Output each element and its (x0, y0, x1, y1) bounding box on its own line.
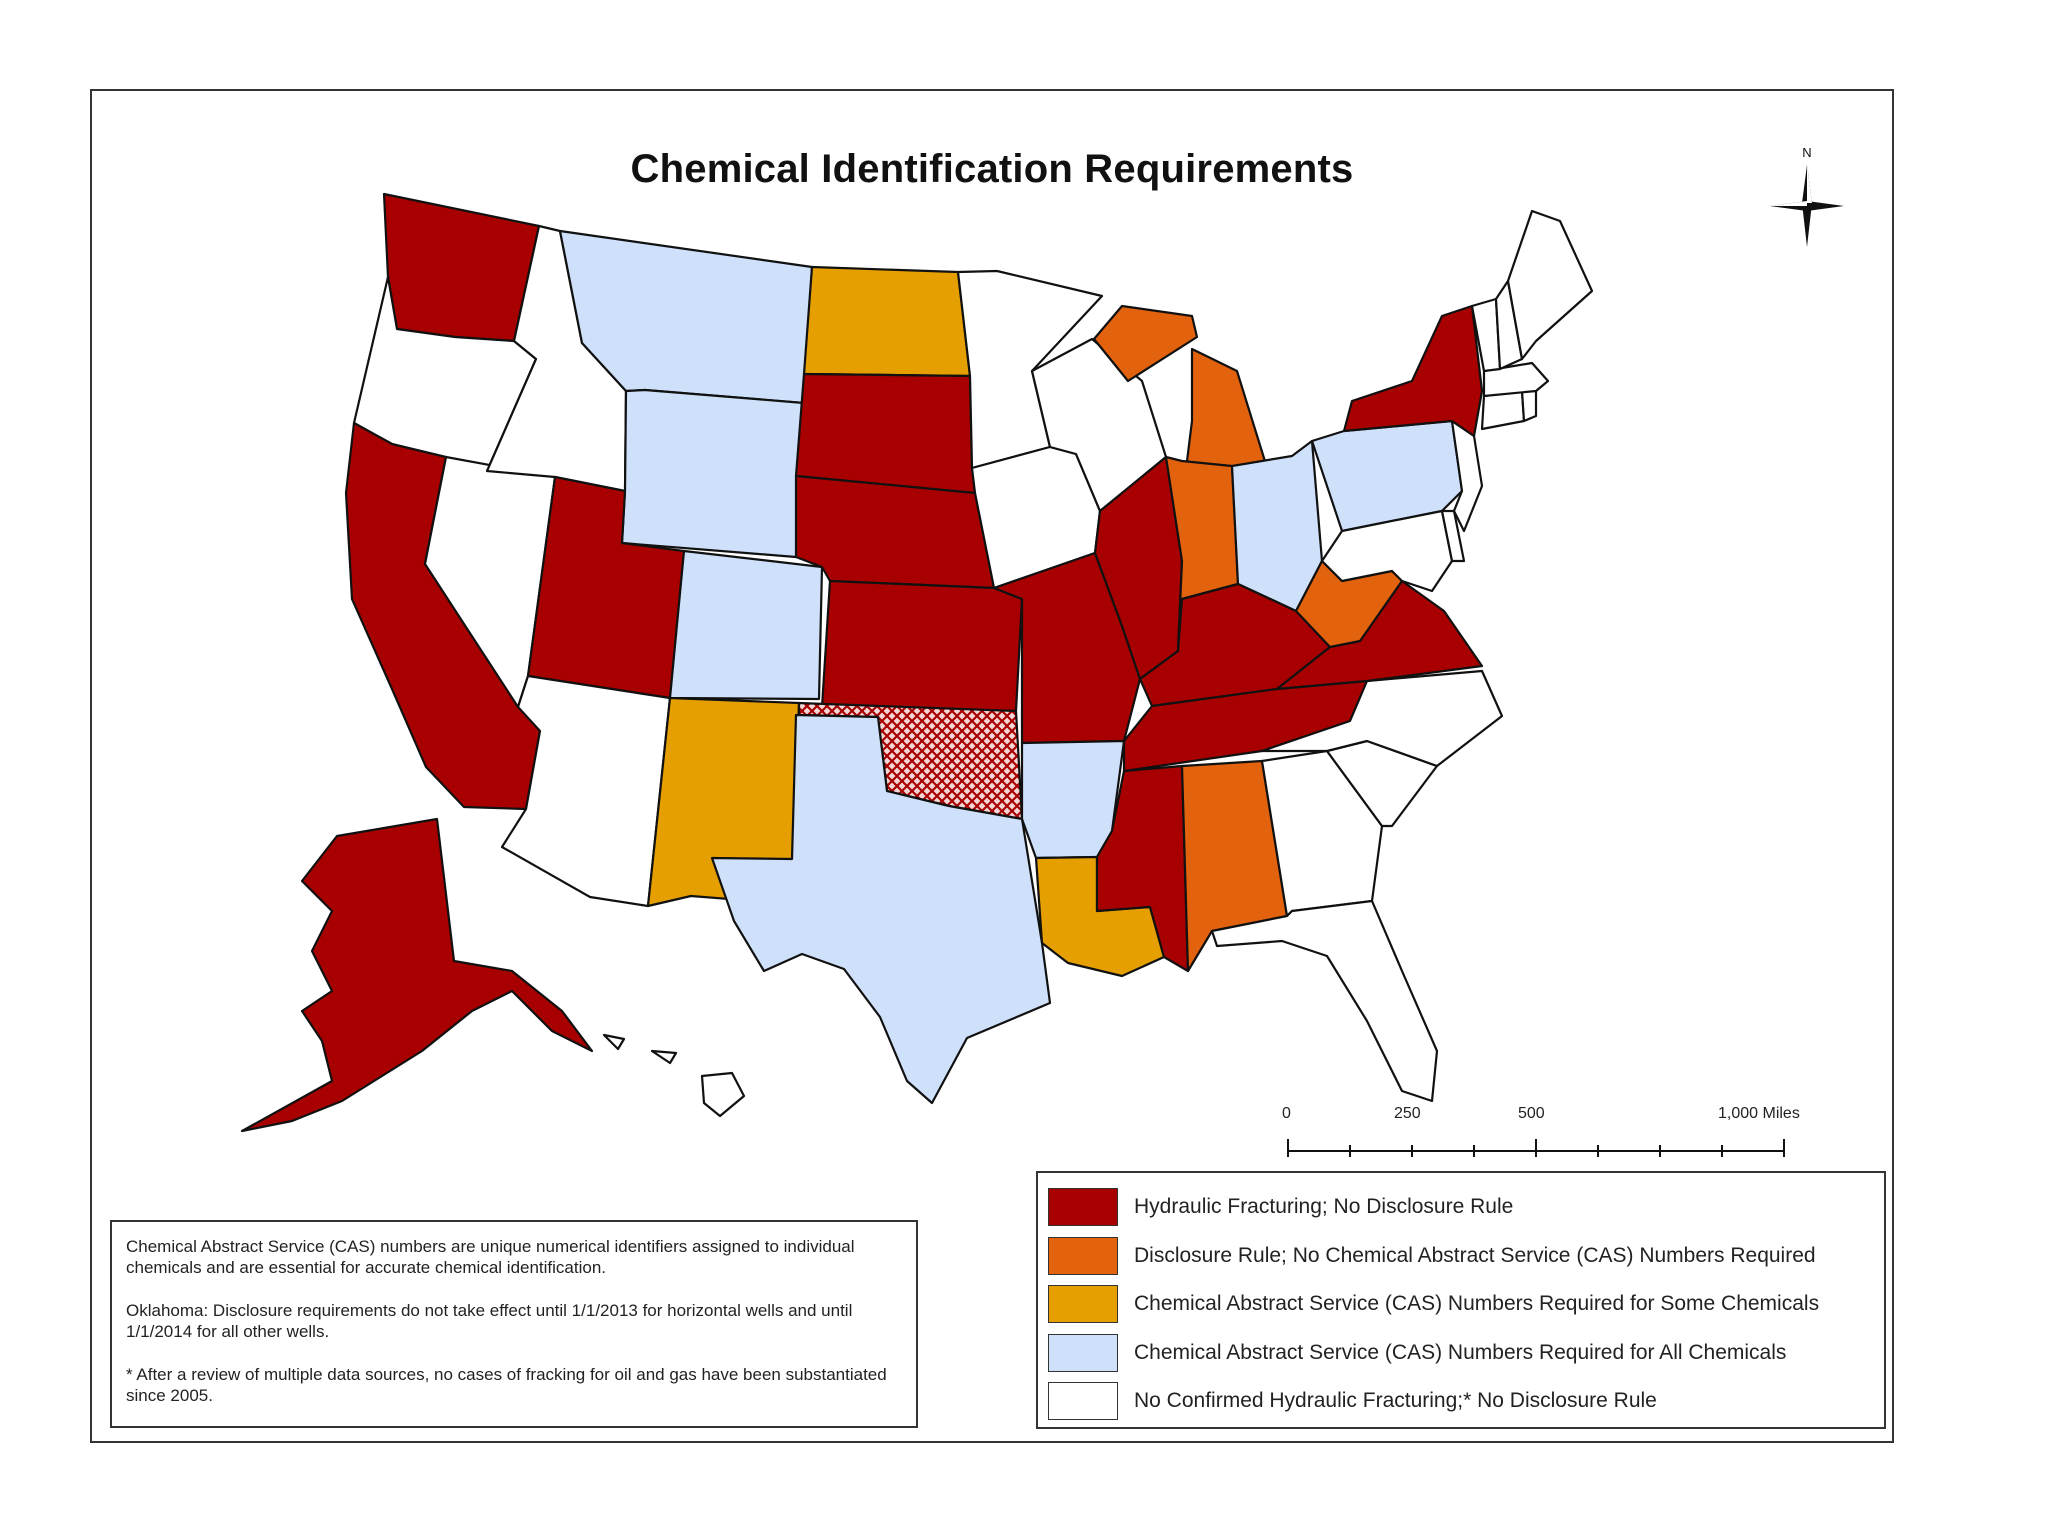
state-wi (1030, 337, 1168, 513)
legend-label: Chemical Abstract Service (CAS) Numbers … (1134, 1340, 1787, 1364)
legend-item: Chemical Abstract Service (CAS) Numbers … (1048, 1280, 1874, 1329)
north-arrow-icon: N (1770, 145, 1844, 247)
scale-label-500: 500 (1518, 1105, 1545, 1122)
state-co (668, 549, 824, 701)
north-label: N (1802, 145, 1811, 160)
scale-label-250: 250 (1394, 1105, 1421, 1122)
state-ny (1342, 304, 1484, 438)
us-map (240, 192, 1594, 1133)
notes-box: Chemical Abstract Service (CAS) numbers … (110, 1220, 918, 1428)
state-wy (620, 388, 806, 559)
note-fracking: * After a review of multiple data source… (126, 1365, 887, 1405)
map-frame: Chemical Identification Requirements (90, 89, 1894, 1443)
state-ks (820, 579, 1024, 713)
scale-label-0: 0 (1282, 1105, 1291, 1122)
state-de (1440, 509, 1466, 563)
legend-item: No Confirmed Hydraulic Fracturing;* No D… (1048, 1377, 1874, 1426)
note-cas: Chemical Abstract Service (CAS) numbers … (126, 1237, 855, 1277)
state-ne (794, 474, 996, 590)
scale-label-1000: 1,000 Miles (1718, 1105, 1800, 1122)
state-nd (802, 265, 972, 378)
legend-swatch (1048, 1285, 1118, 1324)
scale-bar: 0 250 500 1,000 Miles (1282, 1105, 1806, 1165)
state-ma (1482, 361, 1550, 398)
state-nc (1260, 669, 1504, 768)
legend-item: Disclosure Rule; No Chemical Abstract Se… (1048, 1232, 1874, 1281)
legend-swatch (1048, 1382, 1118, 1421)
legend-label: Chemical Abstract Service (CAS) Numbers … (1134, 1292, 1820, 1316)
legend-item: Hydraulic Fracturing; No Disclosure Rule (1048, 1183, 1874, 1232)
map-title: Chemical Identification Requirements (630, 147, 1354, 191)
state-me (1506, 209, 1594, 361)
legend-swatch (1048, 1188, 1118, 1227)
state-sd (794, 372, 977, 495)
state-ak (240, 817, 594, 1133)
state-hi (602, 1033, 746, 1118)
legend: Hydraulic Fracturing; No Disclosure Rule… (1036, 1171, 1886, 1429)
state-ca (344, 421, 542, 811)
state-fl (1210, 899, 1439, 1103)
state-ri (1520, 389, 1538, 423)
state-tx (710, 713, 1052, 1105)
legend-label: No Confirmed Hydraulic Fracturing;* No D… (1134, 1389, 1657, 1413)
note-oklahoma: Oklahoma: Disclosure requirements do not… (126, 1301, 853, 1341)
state-ct (1480, 389, 1526, 431)
legend-item: Chemical Abstract Service (CAS) Numbers … (1048, 1329, 1874, 1378)
legend-swatch (1048, 1236, 1118, 1275)
legend-label: Hydraulic Fracturing; No Disclosure Rule (1134, 1195, 1514, 1219)
legend-swatch (1048, 1333, 1118, 1372)
state-wa (382, 192, 541, 343)
legend-label: Disclosure Rule; No Chemical Abstract Se… (1134, 1243, 1816, 1267)
